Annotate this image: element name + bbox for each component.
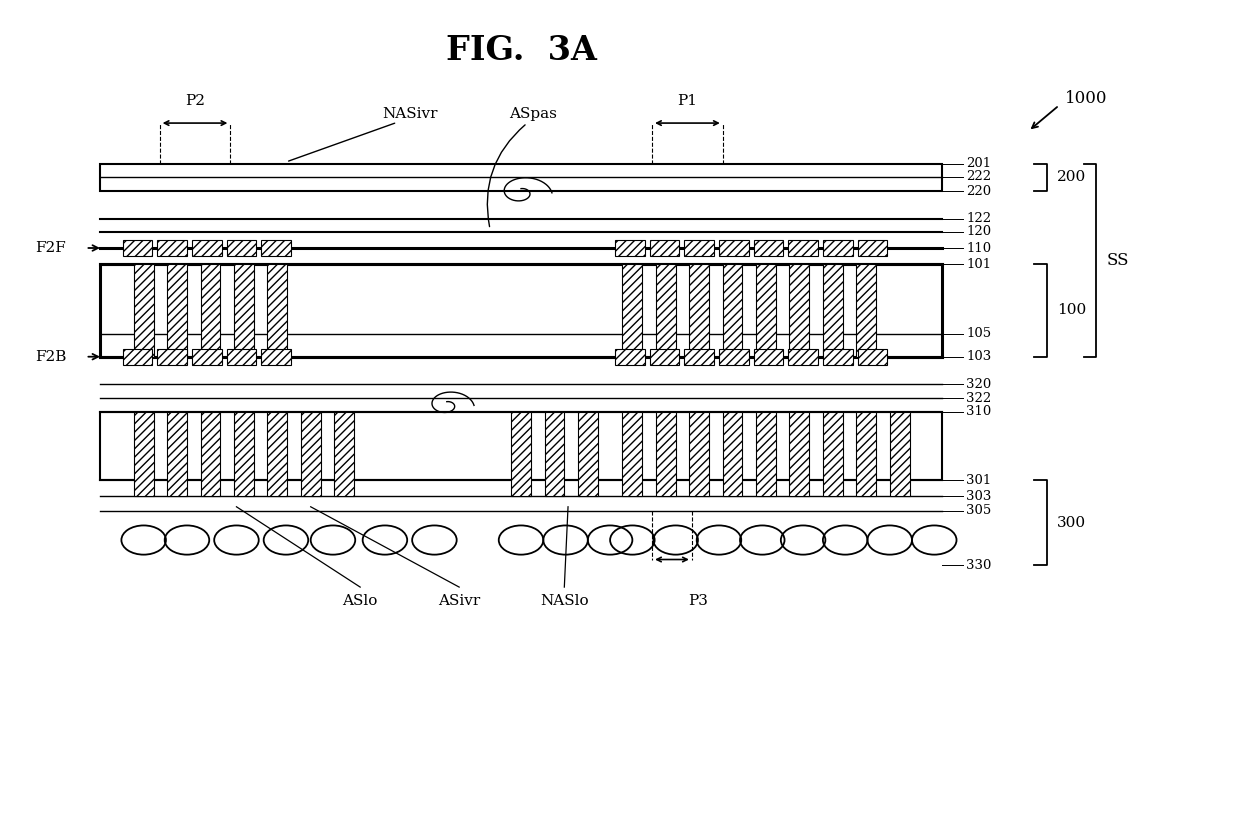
Text: 103: 103	[966, 350, 992, 363]
Text: 120: 120	[966, 225, 992, 239]
Bar	[684, 348, 714, 365]
Text: F2B: F2B	[35, 350, 67, 364]
Bar	[858, 240, 888, 256]
Bar	[157, 348, 187, 365]
Text: 200: 200	[1056, 170, 1086, 185]
Text: SS: SS	[1106, 252, 1128, 269]
Bar	[754, 240, 784, 256]
Bar	[857, 412, 877, 497]
Bar	[335, 412, 353, 497]
Text: FIG.  3A: FIG. 3A	[445, 33, 596, 67]
Text: 320: 320	[966, 378, 992, 391]
Bar	[578, 412, 598, 497]
Bar	[511, 412, 531, 497]
Text: F2F: F2F	[36, 241, 66, 255]
Bar	[789, 348, 818, 365]
Bar	[719, 348, 749, 365]
Text: 105: 105	[966, 327, 992, 340]
Bar	[100, 412, 941, 480]
Text: 322: 322	[966, 392, 992, 405]
Bar	[134, 412, 154, 497]
Text: 310: 310	[966, 405, 992, 418]
Bar	[192, 348, 222, 365]
Text: NASlo: NASlo	[539, 593, 589, 607]
Bar	[656, 412, 676, 497]
Bar	[234, 412, 254, 497]
Bar	[615, 348, 645, 365]
Bar	[201, 265, 221, 357]
Bar	[689, 412, 709, 497]
Bar	[650, 348, 680, 365]
Bar	[262, 240, 291, 256]
Text: 301: 301	[966, 474, 992, 487]
Text: 1000: 1000	[1065, 90, 1107, 107]
Bar	[789, 240, 818, 256]
Bar	[100, 265, 941, 357]
Bar	[192, 240, 222, 256]
Text: 122: 122	[966, 212, 992, 225]
Text: 101: 101	[966, 258, 992, 271]
Text: 110: 110	[966, 242, 992, 255]
Bar	[123, 240, 153, 256]
Text: 100: 100	[1056, 304, 1086, 317]
Bar	[123, 348, 153, 365]
Bar	[268, 412, 288, 497]
Text: 305: 305	[966, 505, 992, 518]
Text: 222: 222	[966, 170, 992, 183]
Bar	[723, 265, 743, 357]
Bar	[857, 265, 877, 357]
Text: NASivr: NASivr	[382, 107, 438, 120]
Bar	[301, 412, 321, 497]
Bar	[134, 265, 154, 357]
Text: 201: 201	[966, 157, 992, 170]
Text: ASivr: ASivr	[438, 593, 480, 607]
Bar	[656, 265, 676, 357]
Bar	[823, 240, 853, 256]
Bar	[157, 240, 187, 256]
Bar	[689, 265, 709, 357]
Bar	[262, 348, 291, 365]
Bar	[544, 412, 564, 497]
Text: ASpas: ASpas	[510, 107, 557, 120]
Bar	[723, 412, 743, 497]
Bar	[622, 265, 642, 357]
Bar	[622, 412, 642, 497]
Text: 330: 330	[966, 558, 992, 571]
Text: 220: 220	[966, 185, 992, 198]
Bar	[890, 412, 909, 497]
Text: P1: P1	[677, 94, 697, 108]
Bar	[823, 265, 843, 357]
Bar	[684, 240, 714, 256]
Bar	[201, 412, 221, 497]
Bar	[790, 265, 810, 357]
Bar	[756, 265, 776, 357]
Bar	[615, 240, 645, 256]
Text: 300: 300	[1056, 515, 1086, 530]
Bar	[790, 412, 810, 497]
Bar	[167, 412, 187, 497]
Bar	[754, 348, 784, 365]
Bar	[100, 164, 941, 191]
Bar	[823, 348, 853, 365]
Bar	[650, 240, 680, 256]
Bar	[167, 265, 187, 357]
Bar	[227, 348, 257, 365]
Bar	[268, 265, 288, 357]
Text: 303: 303	[966, 490, 992, 503]
Bar	[858, 348, 888, 365]
Bar	[719, 240, 749, 256]
Bar	[823, 412, 843, 497]
Text: P2: P2	[185, 94, 205, 108]
Bar	[227, 240, 257, 256]
Bar	[234, 265, 254, 357]
Text: P3: P3	[688, 593, 708, 607]
Text: ASlo: ASlo	[342, 593, 378, 607]
Bar	[756, 412, 776, 497]
